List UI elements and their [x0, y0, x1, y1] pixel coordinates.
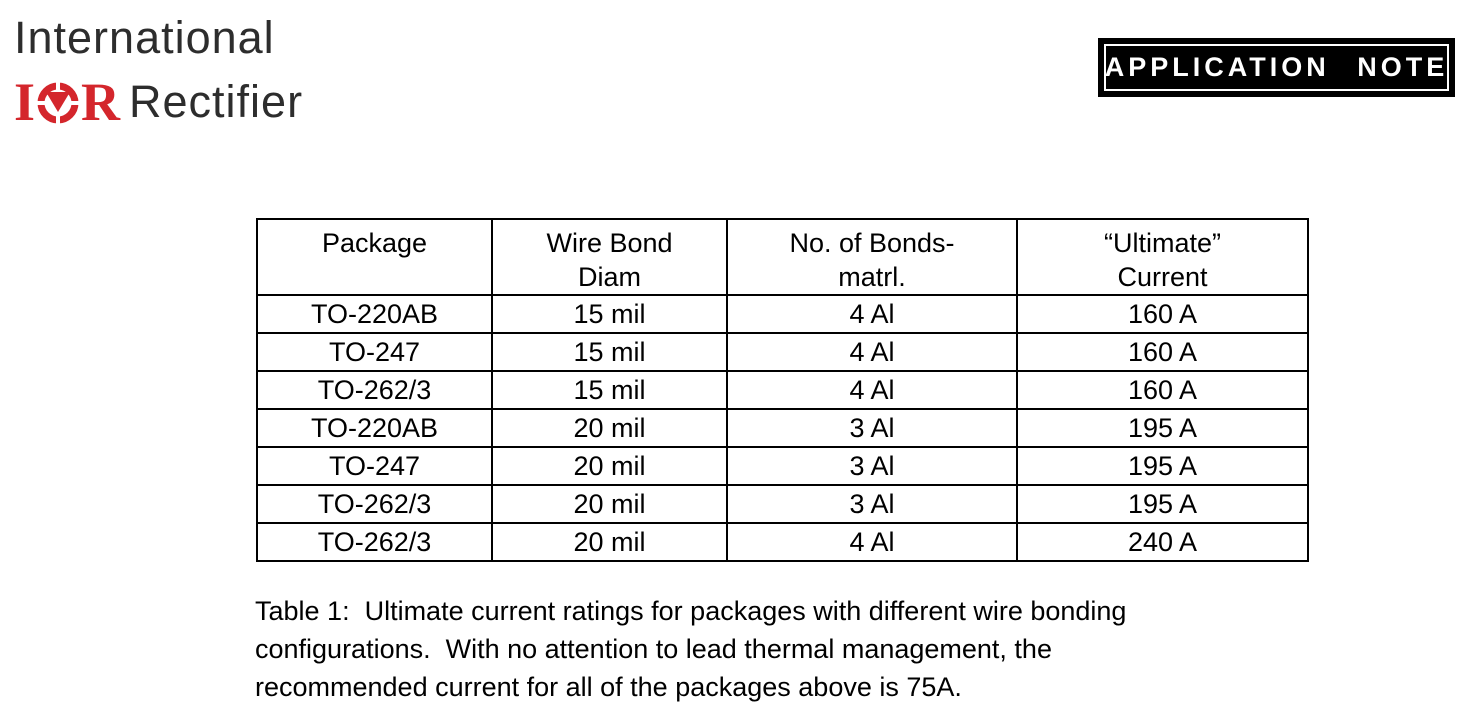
table-cell: 4 Al [726, 332, 1018, 372]
header-line: Diam [577, 262, 641, 292]
header-line: matrl. [838, 262, 906, 292]
table-cell: 20 mil [491, 408, 728, 448]
table-cell: 4 Al [726, 370, 1018, 410]
application-note-label: APPLICATION NOTE [1104, 52, 1449, 82]
table-cell: TO-262/3 [256, 522, 493, 562]
table-cell: 240 A [1016, 522, 1309, 562]
application-note-badge: APPLICATION NOTE [1098, 38, 1455, 97]
header-line: Current [1117, 262, 1208, 292]
header-line: Package [321, 228, 428, 258]
table-row: TO-262/3 20 mil 3 Al 195 A [256, 484, 1309, 524]
table-cell: 160 A [1016, 332, 1309, 372]
caption-line: Table 1: Ultimate current ratings for pa… [255, 596, 1127, 626]
table-cell: TO-262/3 [256, 370, 493, 410]
table-cell: 20 mil [491, 484, 728, 524]
table-cell: TO-247 [256, 332, 493, 372]
table-cell: TO-220AB [256, 408, 493, 448]
table-cell: 3 Al [726, 484, 1018, 524]
logo-line2: I R Rectifier [14, 72, 304, 132]
company-logo: International I R Rectifier [14, 12, 304, 132]
table-cell: 195 A [1016, 446, 1309, 486]
table-row: TO-220AB 20 mil 3 Al 195 A [256, 408, 1309, 448]
column-header-no-of-bonds-matrl: No. of Bonds- matrl. [726, 218, 1018, 296]
caption-line: configurations. With no attention to lea… [255, 634, 1052, 664]
column-header-ultimate-current: “Ultimate” Current [1016, 218, 1309, 296]
table-cell: TO-220AB [256, 294, 493, 334]
table-cell: TO-262/3 [256, 484, 493, 524]
table-cell: 15 mil [491, 294, 728, 334]
table-cell: TO-247 [256, 446, 493, 486]
ir-circle-triangle-icon [36, 80, 81, 124]
table-cell: 160 A [1016, 370, 1309, 410]
table-cell: 195 A [1016, 484, 1309, 524]
table-row: TO-247 20 mil 3 Al 195 A [256, 446, 1309, 486]
ir-monogram-r: R [81, 72, 121, 132]
logo-text-international: International [14, 12, 275, 63]
table-row: TO-262/3 20 mil 4 Al 240 A [256, 522, 1309, 562]
logo-text-rectifier: Rectifier [129, 76, 304, 127]
table-row: TO-262/3 15 mil 4 Al 160 A [256, 370, 1309, 410]
table-cell: 4 Al [726, 294, 1018, 334]
table-cell: 195 A [1016, 408, 1309, 448]
header-line: “Ultimate” [1103, 228, 1221, 258]
header-row: Package Wire Bond Diam No. of Bonds- mat… [256, 218, 1309, 296]
table-cell: 3 Al [726, 446, 1018, 486]
header-line: Wire Bond [546, 228, 673, 258]
ultimate-current-table: Package Wire Bond Diam No. of Bonds- mat… [256, 218, 1309, 562]
table-row: TO-247 15 mil 4 Al 160 A [256, 332, 1309, 372]
table-cell: 3 Al [726, 408, 1018, 448]
table-cell: 4 Al [726, 522, 1018, 562]
table-row: TO-220AB 15 mil 4 Al 160 A [256, 294, 1309, 334]
header-line: No. of Bonds- [789, 228, 955, 258]
table-cell: 160 A [1016, 294, 1309, 334]
column-header-wire-bond-diam: Wire Bond Diam [491, 218, 728, 296]
table-caption: Table 1: Ultimate current ratings for pa… [255, 592, 1126, 706]
ir-monogram-i: I [14, 72, 36, 132]
ir-monogram: I R [14, 72, 121, 132]
caption-line: recommended current for all of the packa… [255, 672, 962, 702]
table-cell: 20 mil [491, 446, 728, 486]
table-cell: 15 mil [491, 370, 728, 410]
column-header-package: Package [256, 218, 493, 296]
table-cell: 20 mil [491, 522, 728, 562]
table-cell: 15 mil [491, 332, 728, 372]
